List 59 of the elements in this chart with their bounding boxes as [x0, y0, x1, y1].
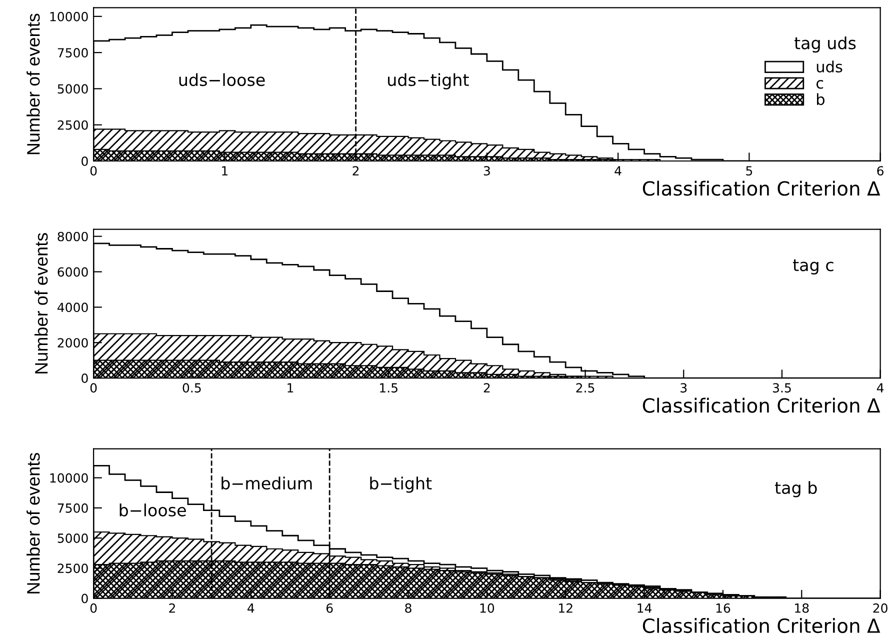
x-tick-label: 20 — [873, 603, 888, 613]
y-tick-label: 0 — [82, 156, 88, 166]
legend-label: b — [817, 93, 824, 106]
x-tick-label: 3 — [680, 383, 687, 393]
y-tick-label: 2000 — [58, 338, 88, 348]
y-tick-label: 10000 — [50, 473, 88, 483]
y-tick-label: 6000 — [58, 267, 88, 277]
annotation: uds−tight — [388, 73, 469, 90]
annotation: uds−loose — [179, 73, 265, 86]
x-tick-label: 0 — [90, 603, 97, 613]
annotation: tag b — [774, 481, 817, 498]
x-axis-title: Classification Criterion Δ — [642, 180, 880, 196]
x-tick-label: 6 — [326, 603, 333, 613]
x-tick-label: 18 — [795, 603, 809, 613]
annotation: tag uds — [794, 36, 856, 53]
x-axis-title: Classification Criterion Δ — [642, 618, 880, 634]
x-tick-label: 4 — [614, 166, 622, 176]
y-tick-label: 7500 — [58, 503, 88, 513]
x-tick-label: 0.5 — [182, 383, 201, 393]
y-tick-label: 2500 — [58, 120, 88, 130]
annotation: b−tight — [370, 476, 432, 493]
x-tick-label: 12 — [559, 603, 572, 613]
y-axis-title: Number of events — [26, 14, 40, 154]
x-tick-label: 3.5 — [772, 383, 791, 393]
y-tick-label: 4000 — [57, 302, 88, 312]
x-tick-label: 2 — [484, 383, 490, 392]
y-tick-label: 2500 — [58, 564, 88, 574]
y-tick-label: 5000 — [58, 84, 88, 94]
x-tick-label: 5 — [746, 166, 752, 176]
x-tick-label: 4 — [248, 604, 254, 613]
x-tick-label: 2 — [352, 166, 359, 176]
x-tick-label: 2.5 — [576, 383, 594, 393]
y-tick-label: 10000 — [50, 12, 88, 22]
x-tick-label: 3 — [484, 166, 490, 176]
x-tick-label: 8 — [405, 603, 412, 613]
x-tick-label: 1 — [222, 166, 228, 176]
x-tick-label: 1.5 — [380, 383, 398, 393]
x-tick-label: 0 — [90, 383, 97, 393]
x-tick-label: 4 — [876, 383, 884, 392]
x-tick-label: 16 — [716, 603, 730, 613]
x-tick-label: 14 — [638, 604, 652, 613]
annotation: b−medium — [222, 476, 312, 490]
y-axis-title: Number of events — [34, 233, 48, 374]
annotation: b−loose — [120, 504, 186, 516]
y-tick-label: 0 — [82, 374, 88, 383]
y-tick-label: 7500 — [58, 48, 88, 58]
annotation: tag c — [792, 259, 834, 275]
x-tick-label: 1 — [288, 383, 294, 392]
y-tick-label: 5000 — [58, 534, 88, 543]
x-tick-label: 6 — [877, 166, 884, 176]
x-tick-label: 2 — [169, 603, 175, 613]
x-axis-title: Classification Criterion Δ — [642, 398, 880, 413]
x-tick-label: 10 — [480, 603, 494, 613]
legend-label: uds — [816, 60, 842, 72]
x-tick-label: 0 — [90, 166, 97, 176]
y-axis-title: Number of events — [26, 452, 40, 594]
y-tick-label: 0 — [82, 594, 88, 604]
y-tick-label: 8000 — [58, 232, 88, 242]
legend-label: c — [816, 80, 824, 89]
